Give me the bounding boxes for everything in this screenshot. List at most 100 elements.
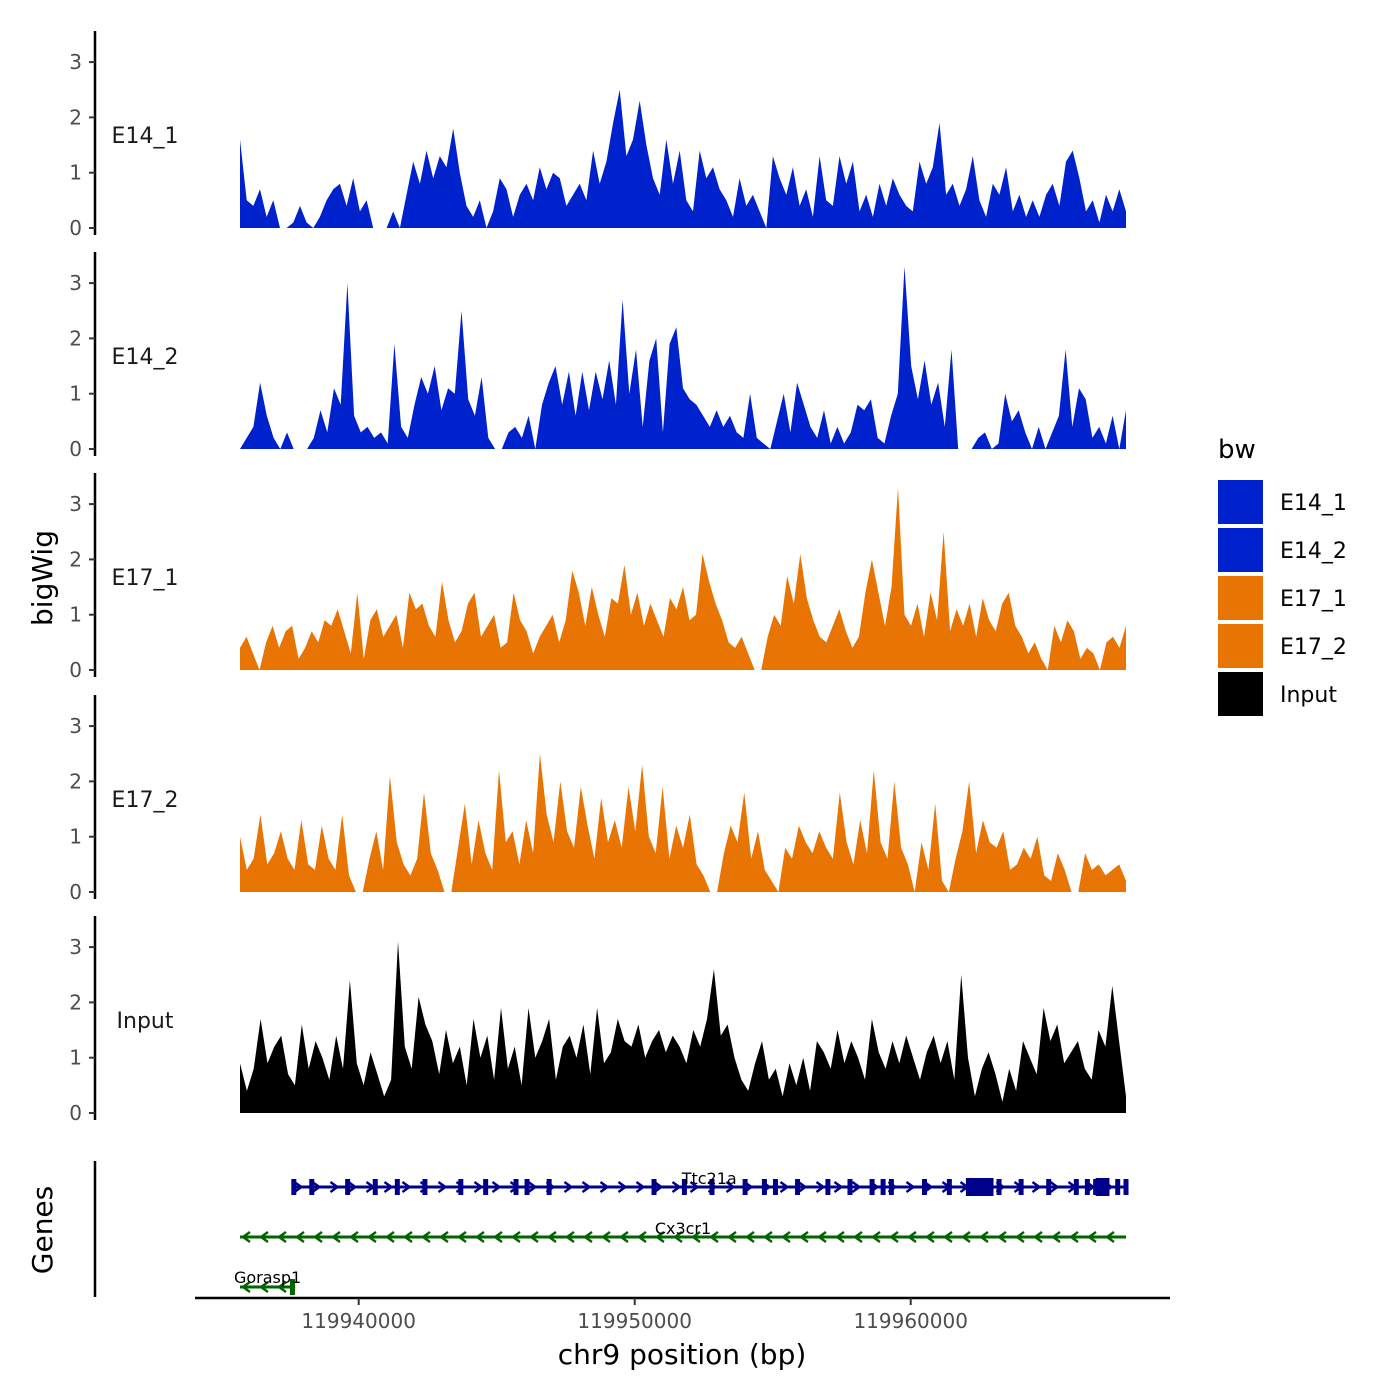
track-E17_1: 0 1 2 3 E17_1	[69, 473, 1126, 682]
x-tick-label: 119940000	[301, 1309, 416, 1333]
strand-arrow	[437, 1181, 448, 1193]
coverage-area	[240, 753, 1126, 892]
exon	[1123, 1179, 1129, 1195]
y-tick-label: 1	[69, 825, 82, 849]
y-tick-label: 0	[69, 437, 82, 461]
gene-label: Cx3cr1	[655, 1219, 711, 1238]
track-label: E14_2	[112, 345, 179, 370]
strand-arrow	[564, 1231, 575, 1243]
exon	[422, 1179, 428, 1195]
exon	[965, 1178, 994, 1196]
strand-arrow	[779, 1181, 790, 1193]
y-tick-label: 1	[69, 161, 82, 185]
strand-arrow	[671, 1181, 682, 1193]
coverage-area	[240, 941, 1126, 1113]
strand-arrow	[1014, 1231, 1025, 1243]
exon	[1084, 1179, 1090, 1195]
strand-arrow	[672, 1231, 683, 1243]
exon	[1095, 1178, 1110, 1196]
strand-arrow	[780, 1231, 791, 1243]
strand-arrow	[311, 1181, 322, 1193]
legend-item-Input: Input	[1218, 672, 1337, 716]
legend-title: bw	[1218, 435, 1256, 465]
strand-arrow	[491, 1181, 502, 1193]
legend-label: E14_1	[1280, 491, 1347, 516]
strand-arrow	[599, 1181, 610, 1193]
exon	[458, 1179, 464, 1195]
strand-arrow	[960, 1231, 971, 1243]
exon	[289, 1279, 295, 1295]
exon	[946, 1179, 952, 1195]
strand-arrow	[744, 1231, 755, 1243]
x-tick-label: 119960000	[853, 1309, 968, 1333]
y-tick-label: 3	[69, 271, 82, 295]
y-tick-label: 3	[69, 50, 82, 74]
strand-arrow	[347, 1181, 358, 1193]
exon	[483, 1179, 489, 1195]
strand-arrow	[1031, 1181, 1042, 1193]
strand-arrow	[906, 1231, 917, 1243]
strand-arrow	[851, 1181, 862, 1193]
x-axis-title: chr9 position (bp)	[558, 1338, 807, 1371]
exon	[742, 1179, 748, 1195]
exon	[524, 1179, 530, 1195]
coverage-area	[240, 89, 1126, 228]
strand-arrow	[276, 1281, 287, 1293]
y-tick-label: 0	[69, 658, 82, 682]
exon	[291, 1179, 297, 1195]
strand-arrow	[888, 1231, 899, 1243]
strand-arrow	[1104, 1231, 1115, 1243]
legend-item-E14_2: E14_2	[1218, 528, 1347, 572]
legend-swatch	[1218, 480, 1263, 524]
exon	[546, 1179, 552, 1195]
track-E14_2: 0 1 2 3 E14_2	[69, 252, 1126, 461]
strand-arrow	[492, 1231, 503, 1243]
y-tick-label: 3	[69, 714, 82, 738]
track-label: E14_1	[112, 124, 179, 149]
exon	[772, 1179, 778, 1195]
strand-arrow	[618, 1231, 629, 1243]
strand-arrow	[617, 1181, 628, 1193]
strand-arrow	[1032, 1231, 1043, 1243]
track-E14_1: 0 1 2 3 E14_1	[69, 31, 1126, 240]
strand-arrow	[294, 1231, 305, 1243]
legend-swatch	[1218, 528, 1263, 572]
strand-arrow	[852, 1231, 863, 1243]
exon	[709, 1179, 715, 1195]
strand-arrow	[563, 1181, 574, 1193]
track-E17_2: 0 1 2 3 E17_2	[69, 695, 1126, 904]
exon	[1115, 1179, 1121, 1195]
y-tick-label: 0	[69, 1101, 82, 1125]
strand-arrow	[689, 1181, 700, 1193]
y-tick-label: 3	[69, 935, 82, 959]
strand-arrow	[654, 1231, 665, 1243]
exon	[513, 1179, 519, 1195]
y-tick-label: 2	[69, 547, 82, 571]
gene-track: Ttc21a Cx3cr1 Gorasp1	[93, 1161, 1129, 1297]
exon	[922, 1179, 928, 1195]
coverage-area	[240, 487, 1126, 670]
exon	[761, 1179, 767, 1195]
strand-arrow	[726, 1231, 737, 1243]
y-tick-label: 0	[69, 880, 82, 904]
y-tick-label: 1	[69, 603, 82, 627]
x-axis: 119940000 119950000 119960000	[195, 1296, 1170, 1333]
coverage-tracks: 0 1 2 3 E14_1 0 1 2 3 E14_2 0 1 2 3 E17_1 0 1 2 3 E17_2 0 1 2 3…	[69, 31, 1126, 1125]
strand-arrow	[383, 1181, 394, 1193]
strand-arrow	[690, 1231, 701, 1243]
strand-arrow	[510, 1231, 521, 1243]
strand-arrow	[528, 1231, 539, 1243]
exon	[869, 1179, 875, 1195]
strand-arrow	[600, 1231, 611, 1243]
strand-arrow	[329, 1181, 340, 1193]
y-tick-label: 2	[69, 990, 82, 1014]
strand-arrow	[1068, 1231, 1079, 1243]
gene-label: Gorasp1	[234, 1268, 301, 1287]
legend-item-E17_2: E17_2	[1218, 624, 1347, 668]
strand-arrow	[905, 1181, 916, 1193]
legend-item-E14_1: E14_1	[1218, 480, 1347, 524]
strand-arrow	[473, 1181, 484, 1193]
exon	[372, 1179, 378, 1195]
strand-arrow	[420, 1231, 431, 1243]
